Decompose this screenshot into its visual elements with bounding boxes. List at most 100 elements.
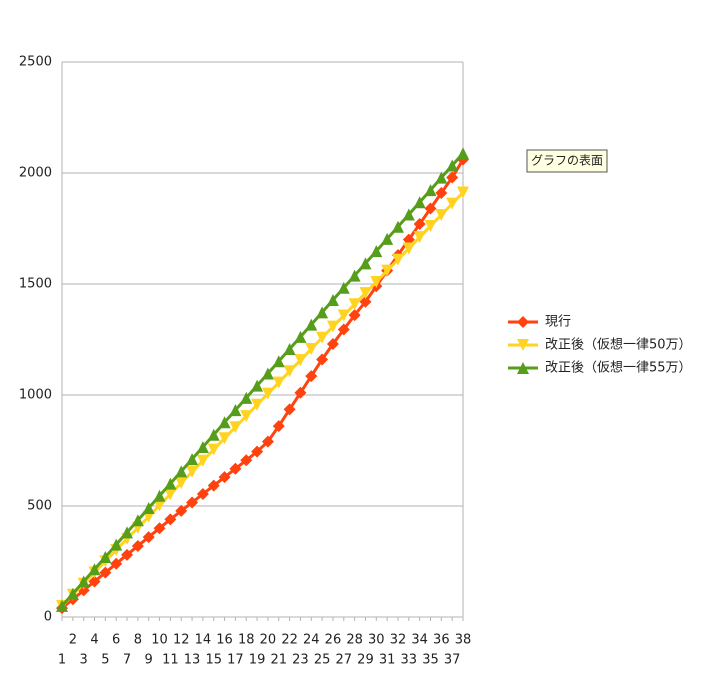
marker [326,320,339,333]
marker [413,218,426,231]
marker [121,548,134,561]
marker [121,526,134,539]
marker [359,287,372,300]
marker [153,522,166,535]
marker [381,232,394,245]
marker [251,379,264,392]
tooltip-box [526,149,608,173]
marker [218,471,231,484]
y-tick-label: 1000 [19,388,52,403]
marker [131,514,144,527]
x-tick-label: 8 [134,633,142,648]
marker [402,242,415,255]
marker [88,575,101,588]
marker [283,403,296,416]
x-tick-label: 18 [238,633,255,648]
marker [316,331,329,344]
x-tick-label: 35 [422,653,439,668]
marker [517,316,529,328]
x-tick-label: 1 [58,653,66,668]
marker [251,398,264,411]
marker [424,184,437,197]
marker [326,293,339,306]
x-tick-label: 38 [455,633,472,648]
marker [164,477,177,490]
marker [272,376,285,389]
marker [381,264,394,277]
marker [337,309,350,322]
x-tick-label: 5 [101,653,109,668]
marker [326,337,339,350]
x-tick-label: 14 [195,633,212,648]
marker [446,197,459,210]
marker [261,435,274,448]
marker [175,465,188,478]
x-tick-label: 33 [401,653,418,668]
marker [413,196,426,209]
x-tick-label: 36 [433,633,450,648]
marker [229,462,242,475]
marker [251,445,264,458]
tooltip: グラフの表面 [531,154,603,168]
x-tick-label: 28 [346,633,363,648]
marker [186,496,199,509]
series-line [61,158,465,610]
x-tick-label: 3 [80,653,88,668]
marker [294,330,307,343]
marker [391,253,404,266]
legend-label: 改正後（仮想一律50万） [545,337,692,353]
marker [186,465,199,478]
marker [424,220,437,233]
marker [446,171,459,184]
marker [402,208,415,221]
marker [88,563,101,576]
marker [240,410,253,423]
marker [424,202,437,215]
x-tick-label: 12 [173,633,190,648]
marker [175,504,188,517]
marker [218,416,231,429]
marker [207,428,220,441]
marker [391,220,404,233]
marker [517,339,529,351]
x-tick-label: 24 [303,633,320,648]
marker [457,147,469,160]
legend-label: 現行 [545,315,571,330]
marker [229,421,242,434]
x-tick-label: 11 [162,653,179,668]
marker [283,343,296,356]
marker [294,386,307,399]
x-tick-label: 17 [227,653,244,668]
marker [457,186,469,199]
x-tick-label: 19 [249,653,266,668]
x-tick-label: 27 [336,653,353,668]
marker [175,477,188,490]
marker [316,353,329,366]
marker [110,557,123,570]
marker [348,269,361,282]
marker [283,365,296,378]
marker [305,318,318,331]
y-tick-label: 2500 [19,55,52,70]
marker [370,245,383,258]
marker [99,551,112,564]
x-tick-label: 13 [184,653,201,668]
x-tick-label: 9 [145,653,153,668]
marker [305,370,318,383]
marker [99,566,112,579]
x-tick-label: 25 [314,653,331,668]
x-tick-label: 4 [90,633,98,648]
x-tick-label: 34 [411,633,428,648]
marker [359,295,372,308]
marker [305,343,318,356]
x-tick-label: 2 [69,633,77,648]
marker [413,231,426,244]
x-tick-label: 10 [151,633,168,648]
x-tick-label: 32 [390,633,407,648]
marker [272,355,285,368]
x-tick-label: 6 [112,633,120,648]
marker [196,440,209,453]
marker [316,306,329,319]
marker [348,309,361,322]
x-tick-label: 20 [260,633,277,648]
